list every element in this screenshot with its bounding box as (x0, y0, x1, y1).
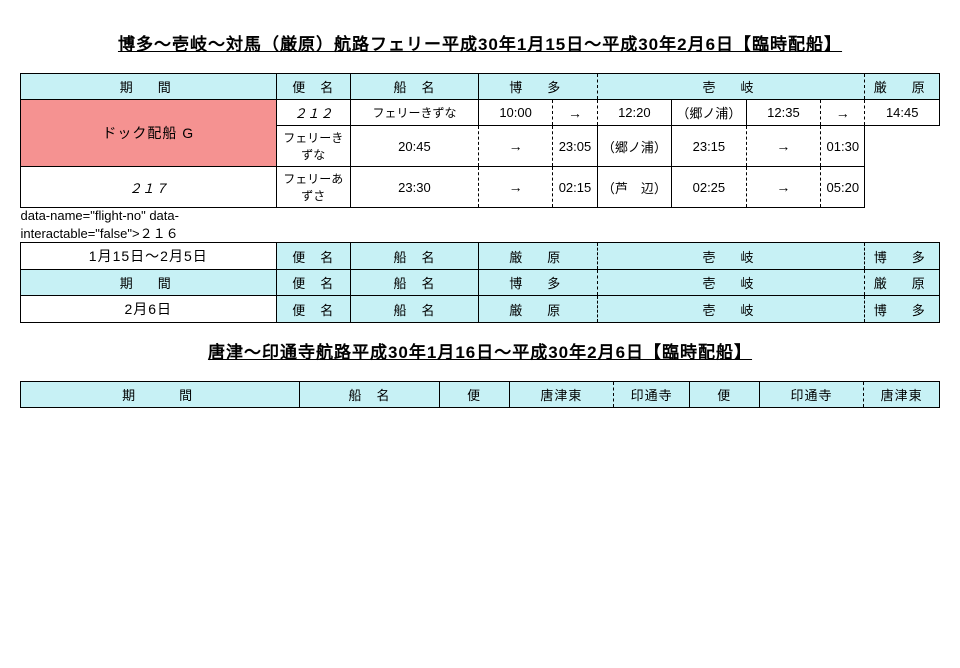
arrow-icon: → (746, 167, 821, 208)
th-iki: 壱 岐 (597, 74, 865, 100)
th-izuhara: 厳 原 (478, 296, 597, 323)
time: 02:15 (553, 167, 597, 208)
th-flight: 便 名 (276, 270, 351, 296)
schedule-table-1: 期 間 便 名 船 名 博 多 壱 岐 厳 原 ドック配船 G ２１２ フェリー… (20, 73, 940, 323)
th-izuhara: 厳 原 (865, 270, 940, 296)
flight-no: ２１２ (276, 100, 351, 126)
flight-no: ２１７ (21, 167, 277, 208)
time: 05:20 (821, 167, 865, 208)
time: 10:00 (478, 100, 553, 126)
th-izuhara: 厳 原 (478, 243, 597, 270)
port: （郷ノ浦） (597, 126, 672, 167)
time: 12:20 (597, 100, 672, 126)
ship-name: フェリーあずさ (276, 167, 351, 208)
time: 14:45 (865, 100, 940, 126)
th-karatsu: 唐津東 (864, 382, 940, 408)
time: 20:45 (351, 126, 479, 167)
period-g: ドック配船 G (21, 100, 277, 167)
table-row: ドック配船 G ２１２ フェリーきずな 10:00 → 12:20 （郷ノ浦） … (21, 100, 940, 126)
ship-name: フェリーきずな (351, 100, 479, 126)
time: 01:30 (821, 126, 865, 167)
th-intsuji: 印通寺 (759, 382, 864, 408)
th-ship: 船 名 (351, 296, 479, 323)
th-izuhara: 厳 原 (865, 74, 940, 100)
th-hakata: 博 多 (865, 296, 940, 323)
period-g-date: 1月15日～2月5日 (21, 243, 277, 270)
time: 02:25 (672, 167, 747, 208)
th-period: 期 間 (21, 74, 277, 100)
port: （芦 辺） (597, 167, 672, 208)
th-karatsu: 唐津東 (509, 382, 614, 408)
table-row: ２１７ フェリーあずさ 23:30 → 02:15 （芦 辺） 02:25 → … (21, 167, 940, 208)
th-ship: 船 名 (300, 382, 440, 408)
arrow-icon: → (746, 126, 821, 167)
time: 23:30 (351, 167, 479, 208)
th-ship: 船 名 (351, 270, 479, 296)
th-ship: 船 名 (351, 74, 479, 100)
time: 23:15 (672, 126, 747, 167)
th-flight: 便 名 (276, 243, 351, 270)
th-period: 期 間 (21, 270, 277, 296)
time: 23:05 (553, 126, 597, 167)
th-flight: 便 名 (276, 296, 351, 323)
period-h-date: 2月6日 (21, 296, 277, 323)
th-ship: 船 名 (351, 243, 479, 270)
arrow-icon: → (478, 126, 553, 167)
th-intsuji: 印通寺 (614, 382, 690, 408)
arrow-icon: → (553, 100, 597, 126)
arrow-icon: → (478, 167, 553, 208)
time: 12:35 (746, 100, 821, 126)
th-flight: 便 (689, 382, 759, 408)
arrow-icon: → (821, 100, 865, 126)
th-flight: 便 (439, 382, 509, 408)
title-2: 唐津～印通寺航路平成30年1月16日～平成30年2月6日【臨時配船】 (20, 338, 940, 363)
ship-name: フェリーきずな (276, 126, 351, 167)
port: （郷ノ浦） (672, 100, 747, 126)
th-period: 期 間 (21, 382, 300, 408)
th-hakata: 博 多 (478, 74, 597, 100)
title-1: 博多～壱岐～対馬（厳原）航路フェリー平成30年1月15日～平成30年2月6日【臨… (20, 30, 940, 55)
schedule-table-2: 期 間 船 名 便 唐津東 印通寺 便 印通寺 唐津東 (20, 381, 940, 408)
th-hakata: 博 多 (478, 270, 597, 296)
th-iki: 壱 岐 (597, 243, 865, 270)
th-flight: 便 名 (276, 74, 351, 100)
th-iki: 壱 岐 (597, 270, 865, 296)
th-hakata: 博 多 (865, 243, 940, 270)
th-iki: 壱 岐 (597, 296, 865, 323)
